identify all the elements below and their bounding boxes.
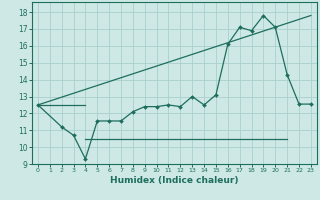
X-axis label: Humidex (Indice chaleur): Humidex (Indice chaleur) [110,176,239,185]
